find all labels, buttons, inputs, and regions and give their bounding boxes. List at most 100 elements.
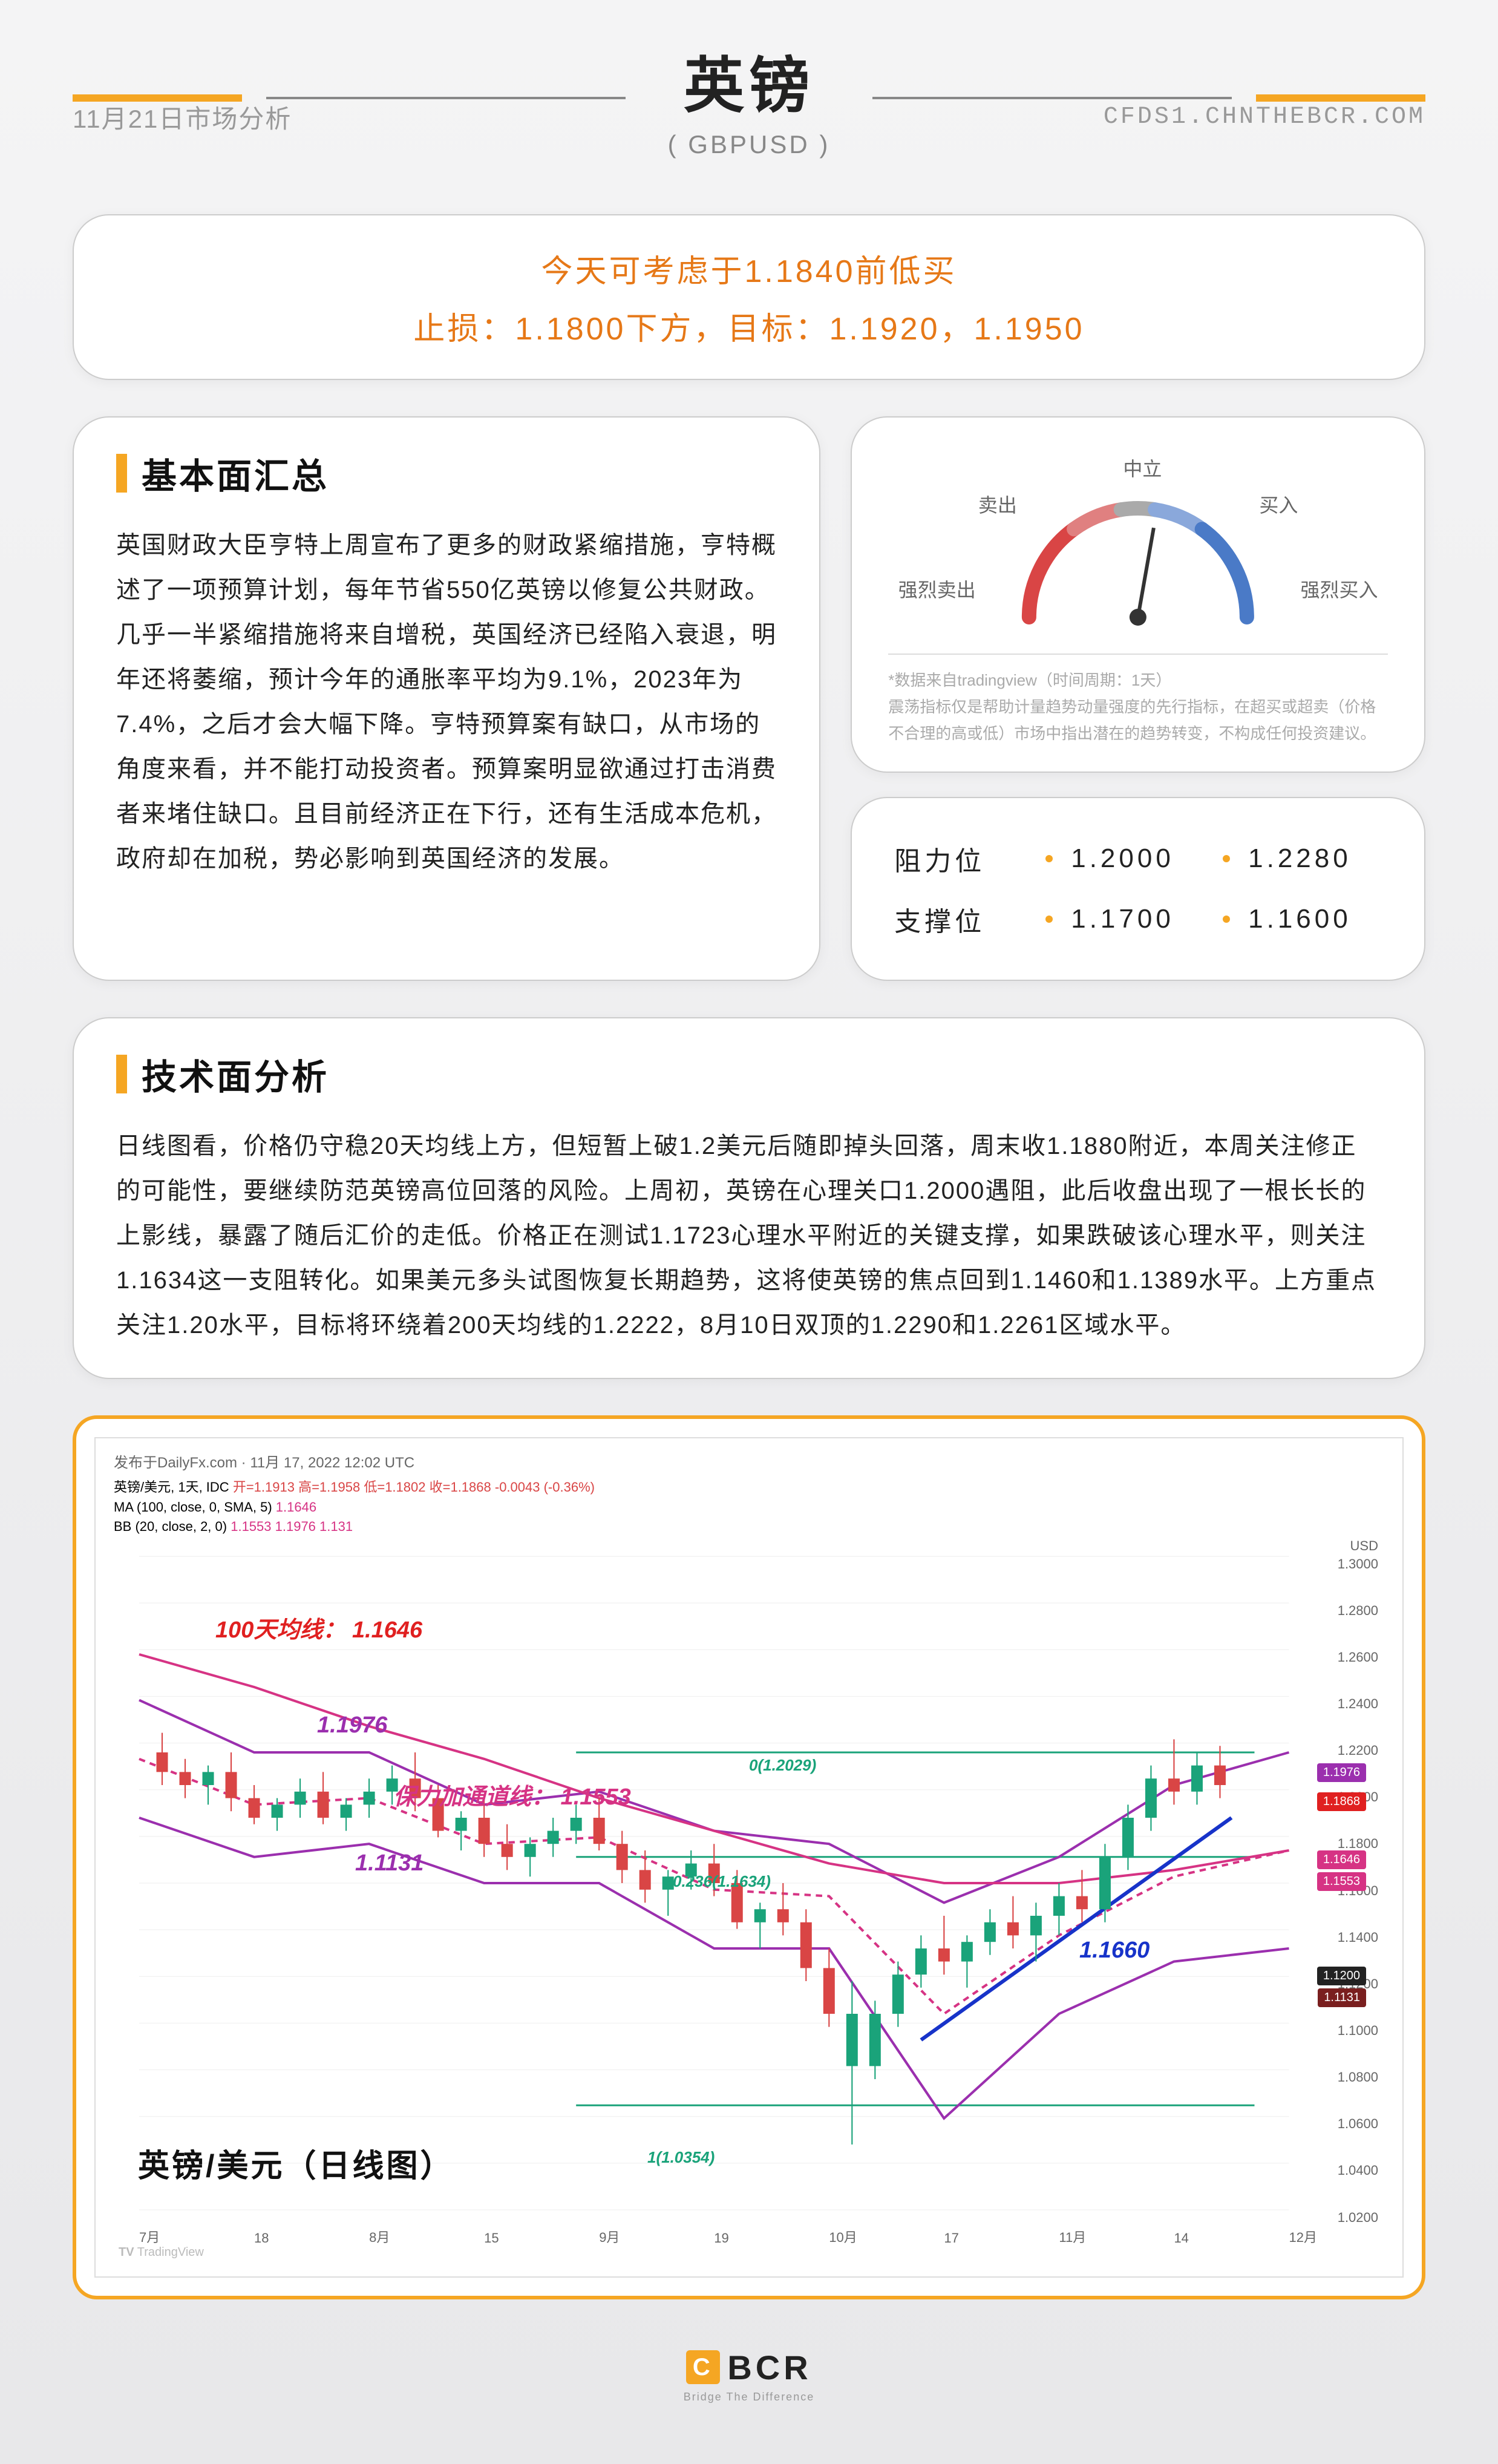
level-row: 阻力位 1.2000 1.2280: [894, 828, 1382, 889]
x-tick: 9月: [599, 2227, 620, 2246]
price-tag: 1.1868: [1317, 1792, 1366, 1811]
sentiment-gauge: 中立 卖出 买入 强烈卖出 强烈买入: [888, 448, 1388, 641]
fundamental-card: 基本面汇总 英国财政大臣亨特上周宣布了更多的财政紧缩措施，亨特概述了一项预算计划…: [73, 416, 820, 981]
x-tick: 10月: [829, 2227, 857, 2246]
fundamental-body: 英国财政大臣亨特上周宣布了更多的财政紧缩措施，亨特概述了一项预算计划，每年节省5…: [116, 523, 777, 881]
x-tick: 12月: [1289, 2227, 1317, 2246]
chart-annotation: 0(1.2029): [749, 1756, 816, 1775]
chart-high: 高=1.1958: [298, 1479, 360, 1495]
x-tick: 14: [1174, 2230, 1188, 2246]
technical-card: 技术面分析 日线图看，价格仍守稳20天均线上方，但短暂上破1.2美元后随即掉头回…: [73, 1017, 1425, 1379]
y-tick: 1.0600: [1338, 2116, 1378, 2132]
y-tick: 1.2600: [1338, 1650, 1378, 1665]
chart-ma-label: MA (100, close, 0, SMA, 5): [114, 1499, 272, 1515]
chart-bb-meta: BB (20, close, 2, 0) 1.1553 1.1976 1.131: [114, 1519, 1384, 1535]
chart-annotation: 保力加通道线： 1.1553: [393, 1778, 631, 1811]
technical-heading-text: 技术面分析: [142, 1049, 329, 1099]
header-title-wrap: 英镑 ( GBPUSD ): [650, 36, 849, 159]
price-tag: 1.1200: [1317, 1967, 1366, 1985]
gauge-label-sell: 卖出: [978, 490, 1017, 518]
level-dot-icon: [1223, 855, 1230, 862]
level-value-2: 1.1600: [1248, 904, 1382, 934]
chart-bb-label: BB (20, close, 2, 0): [114, 1519, 227, 1534]
footer-tagline: Bridge The Difference: [73, 2391, 1425, 2403]
y-tick: 1.0800: [1338, 2069, 1378, 2085]
y-tick: 1.2200: [1338, 1743, 1378, 1758]
chart-ma-val: 1.1646: [276, 1499, 316, 1515]
chart-annotation: 0.236(1.1634): [673, 1872, 771, 1891]
chart-change: -0.0043 (-0.36%): [495, 1479, 595, 1495]
x-tick: 7月: [139, 2227, 160, 2246]
footer: C BCR Bridge The Difference: [73, 2348, 1425, 2403]
header-rule-left: [266, 97, 626, 99]
price-tag: 1.1553: [1317, 1872, 1366, 1891]
footer-brand: BCR: [727, 2348, 811, 2387]
level-label: 支撑位: [894, 900, 1027, 939]
y-tick: 1.2400: [1338, 1696, 1378, 1712]
technical-body: 日线图看，价格仍守稳20天均线上方，但短暂上破1.2美元后随即掉头回落，周末收1…: [116, 1124, 1382, 1348]
levels-card: 阻力位 1.2000 1.2280 支撑位 1.1700 1.1600: [851, 797, 1425, 981]
gauge-divider: [888, 654, 1388, 655]
x-tick: 17: [944, 2230, 958, 2246]
y-tick: 1.0400: [1338, 2163, 1378, 2178]
reco-line2: 止损：1.1800下方，目标：1.1920，1.1950: [116, 303, 1382, 349]
y-tick: 1.1800: [1338, 1836, 1378, 1852]
chart-annotation: 1.1976: [317, 1712, 387, 1738]
level-dot-icon: [1223, 916, 1230, 923]
header-url: CFDS1.CHNTHEBCR.COM: [1104, 103, 1425, 131]
chart-annotation: 1.1131: [355, 1850, 424, 1876]
price-tag: 1.1131: [1318, 1988, 1366, 2007]
chart-bb-vals: 1.1553 1.1976 1.131: [231, 1519, 353, 1534]
chart-annotation: 1(1.0354): [647, 2148, 715, 2167]
chart-bottom-title: 英镑/美元（日线图）: [138, 2140, 454, 2186]
fundamental-heading-text: 基本面汇总: [142, 448, 329, 499]
gauge-card: 中立 卖出 买入 强烈卖出 强烈买入 *数据来自tradingview（时间周期…: [851, 416, 1425, 773]
x-tick: 18: [254, 2230, 269, 2246]
header-date: 11月21日市场分析: [73, 99, 292, 136]
gauge-label-strong-sell: 强烈卖出: [898, 575, 976, 603]
y-tick: 1.3000: [1338, 1556, 1378, 1572]
header-accent-right: [1256, 94, 1425, 102]
y-tick: 1.0200: [1338, 2210, 1378, 2226]
reco-line1: 今天可考虑于1.1840前低买: [116, 246, 1382, 291]
fundamental-heading: 基本面汇总: [116, 448, 777, 499]
price-tag: 1.1976: [1317, 1763, 1366, 1782]
y-tick: 1.2800: [1338, 1603, 1378, 1619]
chart-source: 发布于DailyFx.com · 11月 17, 2022 12:02 UTC: [114, 1450, 1384, 1472]
chart-annotation: 1.1660: [1079, 1938, 1150, 1964]
y-axis-title: USD: [1350, 1538, 1378, 1554]
y-tick: 1.1000: [1338, 2023, 1378, 2039]
chart-ohlc: 英镑/美元, 1天, IDC 开=1.1913 高=1.1958 低=1.180…: [114, 1476, 1384, 1496]
level-dot-icon: [1045, 916, 1053, 923]
page-subtitle: ( GBPUSD ): [668, 130, 831, 159]
x-tick: 19: [714, 2230, 728, 2246]
chart-symbol: 英镑/美元, 1天, IDC: [114, 1479, 229, 1495]
chart-inner: 发布于DailyFx.com · 11月 17, 2022 12:02 UTC …: [94, 1437, 1404, 2278]
chart-close: 收=1.1868: [430, 1479, 491, 1495]
main-row: 基本面汇总 英国财政大臣亨特上周宣布了更多的财政紧缩措施，亨特概述了一项预算计划…: [73, 416, 1425, 981]
chart-plot-area: USD 英镑/美元（日线图） TV TradingView 1.3000 1.28…: [114, 1538, 1384, 2264]
level-value-1: 1.2000: [1071, 844, 1205, 874]
level-value-1: 1.1700: [1071, 904, 1205, 934]
heading-bar-icon: [116, 454, 127, 493]
gauge-note-2: 震荡指标仅是帮助计量趋势动量强度的先行指标，在超买或超卖（价格不合理的高或低）市…: [888, 693, 1388, 747]
level-value-2: 1.2280: [1248, 844, 1382, 874]
footer-logo: C BCR: [73, 2348, 1425, 2387]
gauge-label-strong-buy: 强烈买入: [1300, 575, 1378, 603]
chart-low: 低=1.1802: [364, 1479, 425, 1495]
x-tick: 8月: [369, 2227, 390, 2246]
page-title: 英镑: [668, 36, 831, 124]
header: 英镑 ( GBPUSD ): [73, 36, 1425, 159]
gauge-label-buy: 买入: [1259, 490, 1298, 518]
footer-logo-icon: C: [686, 2350, 720, 2384]
level-row: 支撑位 1.1700 1.1600: [894, 889, 1382, 949]
level-dot-icon: [1045, 855, 1053, 862]
x-tick: 15: [484, 2230, 499, 2246]
chart-annotation: 100天均线： 1.1646: [215, 1611, 422, 1644]
chart-watermark: TV TradingView: [119, 2246, 204, 2259]
y-tick: 1.1400: [1338, 1930, 1378, 1945]
recommendation-card: 今天可考虑于1.1840前低买 止损：1.1800下方，目标：1.1920，1.…: [73, 214, 1425, 380]
chart-open: 开=1.1913: [233, 1479, 295, 1495]
level-label: 阻力位: [894, 839, 1027, 878]
gauge-label-neutral: 中立: [1123, 454, 1162, 482]
